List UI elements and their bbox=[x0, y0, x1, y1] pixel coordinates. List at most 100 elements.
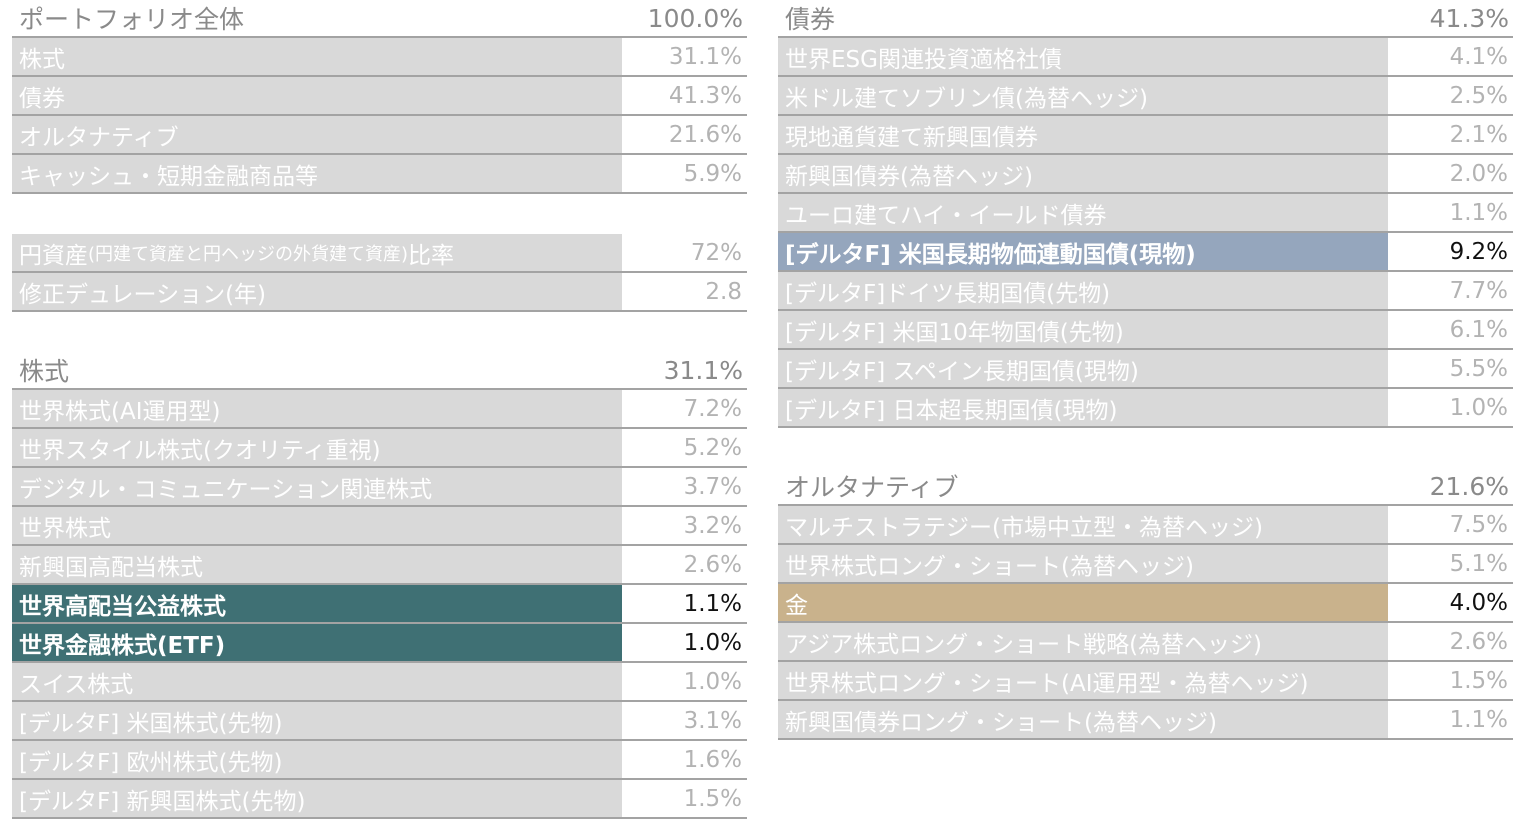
yen-ratio-label-sub: (円建て資産と円ヘッジの外貨建て資産) bbox=[88, 243, 409, 265]
row-label: [デルタF] 欧州株式(先物) bbox=[12, 741, 622, 778]
row-value: 2.6% bbox=[1388, 623, 1513, 660]
table-row: [デルタF] 欧州株式(先物) 1.6% bbox=[12, 741, 747, 780]
row-label: 米ドル建てソブリン債(為替ヘッジ) bbox=[778, 77, 1388, 114]
row-value: 7.2% bbox=[622, 390, 747, 427]
row-value: 21.6% bbox=[622, 116, 747, 153]
row-label: アジア株式ロング・ショート戦略(為替ヘッジ) bbox=[778, 623, 1388, 660]
alternatives-total: 21.6% bbox=[1429, 471, 1509, 501]
table-row: ユーロ建てハイ・イールド債券 1.1% bbox=[778, 194, 1513, 233]
row-label: 新興国債券ロング・ショート(為替ヘッジ) bbox=[778, 701, 1388, 738]
row-value: 5.5% bbox=[1388, 350, 1513, 387]
portfolio-table: ポートフォリオ全体 100.0% 株式 31.1% 債券 41.3% オルタナティブ… bbox=[12, 0, 747, 194]
portfolio-header: ポートフォリオ全体 100.0% bbox=[12, 0, 747, 38]
bonds-table: 債券 41.3% 世界ESG関連投資適格社債 4.1% 米ドル建てソブリン債(為替… bbox=[778, 0, 1513, 428]
row-value: 5.9% bbox=[622, 155, 747, 192]
duration-row: 修正デュレーション(年) 2.8 bbox=[12, 273, 747, 312]
bonds-title: 債券 bbox=[785, 5, 836, 34]
table-row: アジア株式ロング・ショート戦略(為替ヘッジ) 2.6% bbox=[778, 623, 1513, 662]
row-label: 世界株式(AI運用型) bbox=[12, 390, 622, 427]
equity-table: 株式 31.1% 世界株式(AI運用型) 7.2% 世界スタイル株式(クオリティ重… bbox=[12, 352, 747, 819]
yen-ratio-label-tail: 比率 bbox=[408, 242, 455, 269]
spacer bbox=[12, 312, 747, 352]
row-value: 1.1% bbox=[1388, 194, 1513, 231]
equity-total: 31.1% bbox=[663, 355, 743, 385]
alternatives-title: オルタナティブ bbox=[785, 473, 959, 502]
row-value: 41.3% bbox=[622, 77, 747, 114]
row-value: 3.2% bbox=[622, 507, 747, 544]
row-value: 2.6% bbox=[622, 546, 747, 583]
table-row: 新興国高配当株式 2.6% bbox=[12, 546, 747, 585]
left-column: ポートフォリオ全体 100.0% 株式 31.1% 債券 41.3% オルタナティブ… bbox=[12, 0, 747, 819]
row-label: 世界株式ロング・ショート(為替ヘッジ) bbox=[778, 545, 1388, 582]
table-row: 新興国債券ロング・ショート(為替ヘッジ) 1.1% bbox=[778, 701, 1513, 740]
row-label: マルチストラテジー(市場中立型・為替ヘッジ) bbox=[778, 506, 1388, 543]
portfolio-title: ポートフォリオ全体 bbox=[19, 5, 245, 34]
row-value: 2.0% bbox=[1388, 155, 1513, 192]
bonds-total: 41.3% bbox=[1429, 3, 1509, 33]
portfolio-total: 100.0% bbox=[647, 3, 743, 33]
row-value: 1.1% bbox=[1388, 701, 1513, 738]
yen-ratio-row: 円資産 (円建て資産と円ヘッジの外貨建て資産) 比率 72% bbox=[12, 234, 747, 273]
row-value: 3.7% bbox=[622, 468, 747, 505]
table-row-highlight: 金 4.0% bbox=[778, 584, 1513, 623]
right-column: 債券 41.3% 世界ESG関連投資適格社債 4.1% 米ドル建てソブリン債(為替… bbox=[778, 0, 1513, 740]
table-row: 世界株式 3.2% bbox=[12, 507, 747, 546]
row-value: 6.1% bbox=[1388, 311, 1513, 348]
row-label: 新興国高配当株式 bbox=[12, 546, 622, 583]
table-row: 世界株式ロング・ショート(為替ヘッジ) 5.1% bbox=[778, 545, 1513, 584]
row-value: 2.1% bbox=[1388, 116, 1513, 153]
row-value: 1.0% bbox=[622, 663, 747, 700]
row-value: 1.0% bbox=[1388, 389, 1513, 426]
row-value: 4.1% bbox=[1388, 38, 1513, 75]
yen-ratio-value: 72% bbox=[622, 234, 747, 271]
row-label: 世界ESG関連投資適格社債 bbox=[778, 38, 1388, 75]
row-value: 9.2% bbox=[1388, 233, 1513, 270]
row-label: 債券 bbox=[12, 77, 622, 114]
table-row: オルタナティブ 21.6% bbox=[12, 116, 747, 155]
row-value: 4.0% bbox=[1388, 584, 1513, 621]
table-row-highlight: [デルタF] 米国長期物価連動国債(現物) 9.2% bbox=[778, 233, 1513, 272]
duration-value: 2.8 bbox=[622, 273, 747, 310]
metrics-table: 円資産 (円建て資産と円ヘッジの外貨建て資産) 比率 72% 修正デュレーション(年… bbox=[12, 234, 747, 312]
row-label: 現地通貨建て新興国債券 bbox=[778, 116, 1388, 153]
table-row: [デルタF] 新興国株式(先物) 1.5% bbox=[12, 780, 747, 819]
table-row: 世界スタイル株式(クオリティ重視) 5.2% bbox=[12, 429, 747, 468]
table-row: [デルタF]ドイツ長期国債(先物) 7.7% bbox=[778, 272, 1513, 311]
table-row: [デルタF] 日本超長期国債(現物) 1.0% bbox=[778, 389, 1513, 428]
row-label: 世界株式ロング・ショート(AI運用型・為替ヘッジ) bbox=[778, 662, 1388, 699]
table-row: [デルタF] 米国株式(先物) 3.1% bbox=[12, 702, 747, 741]
row-value: 2.5% bbox=[1388, 77, 1513, 114]
row-label: 世界高配当公益株式 bbox=[12, 585, 622, 622]
table-row: 現地通貨建て新興国債券 2.1% bbox=[778, 116, 1513, 155]
row-label: オルタナティブ bbox=[12, 116, 622, 153]
table-row: 世界ESG関連投資適格社債 4.1% bbox=[778, 38, 1513, 77]
yen-ratio-label: 円資産 (円建て資産と円ヘッジの外貨建て資産) 比率 bbox=[12, 234, 622, 271]
row-value: 5.1% bbox=[1388, 545, 1513, 582]
table-row: [デルタF] 米国10年物国債(先物) 6.1% bbox=[778, 311, 1513, 350]
row-value: 1.5% bbox=[622, 780, 747, 817]
table-row-highlight: 世界金融株式(ETF) 1.0% bbox=[12, 624, 747, 663]
spacer bbox=[12, 194, 747, 234]
yen-ratio-label-main: 円資産 bbox=[19, 242, 88, 269]
row-label: デジタル・コミュニケーション関連株式 bbox=[12, 468, 622, 505]
row-label: スイス株式 bbox=[12, 663, 622, 700]
row-value: 7.5% bbox=[1388, 506, 1513, 543]
row-value: 31.1% bbox=[622, 38, 747, 75]
equity-title: 株式 bbox=[19, 357, 70, 386]
row-label: 金 bbox=[778, 584, 1388, 621]
table-row: 株式 31.1% bbox=[12, 38, 747, 77]
row-label: 世界スタイル株式(クオリティ重視) bbox=[12, 429, 622, 466]
row-label: 世界金融株式(ETF) bbox=[12, 624, 622, 661]
row-value: 3.1% bbox=[622, 702, 747, 739]
row-label: ユーロ建てハイ・イールド債券 bbox=[778, 194, 1388, 231]
table-row: 米ドル建てソブリン債(為替ヘッジ) 2.5% bbox=[778, 77, 1513, 116]
row-value: 1.1% bbox=[622, 585, 747, 622]
table-row: マルチストラテジー(市場中立型・為替ヘッジ) 7.5% bbox=[778, 506, 1513, 545]
table-row: 世界株式ロング・ショート(AI運用型・為替ヘッジ) 1.5% bbox=[778, 662, 1513, 701]
row-value: 1.6% bbox=[622, 741, 747, 778]
table-row: [デルタF] スペイン長期国債(現物) 5.5% bbox=[778, 350, 1513, 389]
row-label: [デルタF]ドイツ長期国債(先物) bbox=[778, 272, 1388, 309]
row-label: 株式 bbox=[12, 38, 622, 75]
bonds-header: 債券 41.3% bbox=[778, 0, 1513, 38]
alternatives-header: オルタナティブ 21.6% bbox=[778, 468, 1513, 506]
